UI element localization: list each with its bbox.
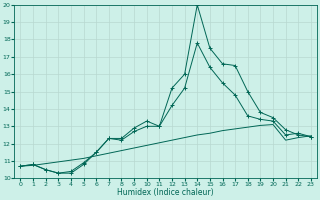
X-axis label: Humidex (Indice chaleur): Humidex (Indice chaleur) (117, 188, 214, 197)
